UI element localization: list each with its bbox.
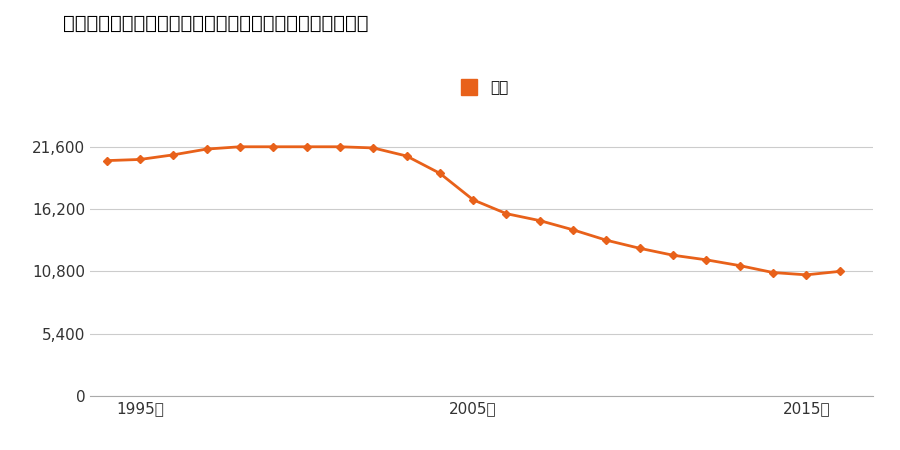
Text: 宮城県亘理郡山元町山寺字西牛橋４０番２１３の地価推移: 宮城県亘理郡山元町山寺字西牛橋４０番２１３の地価推移 bbox=[63, 14, 368, 32]
Legend: 価格: 価格 bbox=[448, 74, 515, 101]
